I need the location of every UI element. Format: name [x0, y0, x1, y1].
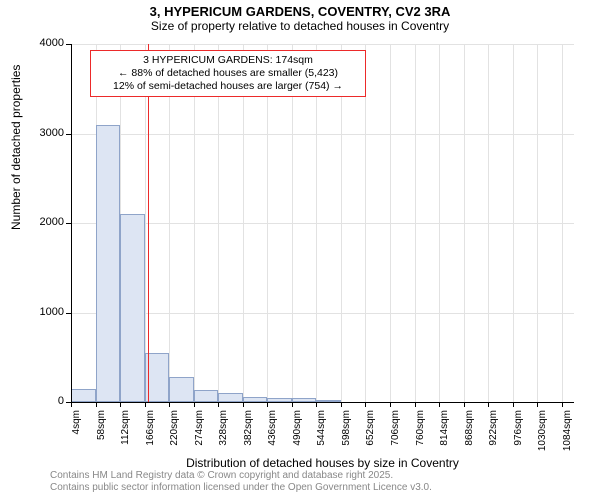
chart-title: 3, HYPERICUM GARDENS, COVENTRY, CV2 3RA: [0, 0, 600, 19]
reference-line: [148, 44, 149, 402]
y-tick-label: 4000: [26, 37, 64, 49]
x-tick-label: 868sqm: [464, 410, 475, 460]
x-tick-label: 490sqm: [292, 410, 303, 460]
chart-container: 3, HYPERICUM GARDENS, COVENTRY, CV2 3RA …: [0, 0, 600, 500]
x-tick-label: 814sqm: [439, 410, 450, 460]
y-tick-label: 3000: [26, 127, 64, 139]
footer-line-2: Contains public sector information licen…: [50, 482, 432, 494]
histogram-bar: [169, 377, 194, 402]
x-tick-label: 4sqm: [71, 410, 82, 460]
grid-h: [71, 223, 574, 224]
x-axis-line: [71, 402, 574, 403]
y-tick-label: 1000: [26, 306, 64, 318]
x-tick-label: 382sqm: [243, 410, 254, 460]
y-tick-label: 2000: [26, 216, 64, 228]
chart-subtitle: Size of property relative to detached ho…: [0, 19, 600, 33]
x-tick-label: 598sqm: [341, 410, 352, 460]
x-tick-label: 112sqm: [120, 410, 131, 460]
x-tick-label: 166sqm: [145, 410, 156, 460]
annotation-box: 3 HYPERICUM GARDENS: 174sqm← 88% of deta…: [90, 50, 366, 97]
x-tick-label: 922sqm: [488, 410, 499, 460]
footer-attribution: Contains HM Land Registry data © Crown c…: [50, 470, 432, 494]
histogram-bar: [218, 393, 243, 402]
x-tick-label: 274sqm: [194, 410, 205, 460]
histogram-bar: [120, 214, 145, 402]
annotation-line: 3 HYPERICUM GARDENS: 174sqm: [97, 54, 359, 67]
y-tick-label: 0: [26, 395, 64, 407]
x-tick-label: 58sqm: [96, 410, 107, 460]
x-tick-label: 976sqm: [513, 410, 524, 460]
grid-h: [71, 44, 574, 45]
footer-line-1: Contains HM Land Registry data © Crown c…: [50, 470, 432, 482]
annotation-line: ← 88% of detached houses are smaller (5,…: [97, 67, 359, 80]
x-tick-label: 652sqm: [365, 410, 376, 460]
x-tick-label: 220sqm: [169, 410, 180, 460]
x-tick-label: 1084sqm: [562, 410, 573, 460]
grid-h: [71, 313, 574, 314]
histogram-bar: [71, 389, 96, 402]
annotation-line: 12% of semi-detached houses are larger (…: [97, 80, 359, 93]
x-tick-label: 706sqm: [390, 410, 401, 460]
histogram-bar: [194, 390, 219, 402]
plot-area: [71, 44, 574, 402]
y-axis-title: Number of detached properties: [9, 214, 23, 230]
x-tick-label: 328sqm: [218, 410, 229, 460]
y-axis-line: [71, 44, 72, 402]
x-tick-label: 436sqm: [267, 410, 278, 460]
x-tick-label: 760sqm: [415, 410, 426, 460]
histogram-bar: [96, 125, 121, 402]
grid-h: [71, 134, 574, 135]
x-tick-label: 1030sqm: [537, 410, 548, 460]
x-tick-label: 544sqm: [316, 410, 327, 460]
